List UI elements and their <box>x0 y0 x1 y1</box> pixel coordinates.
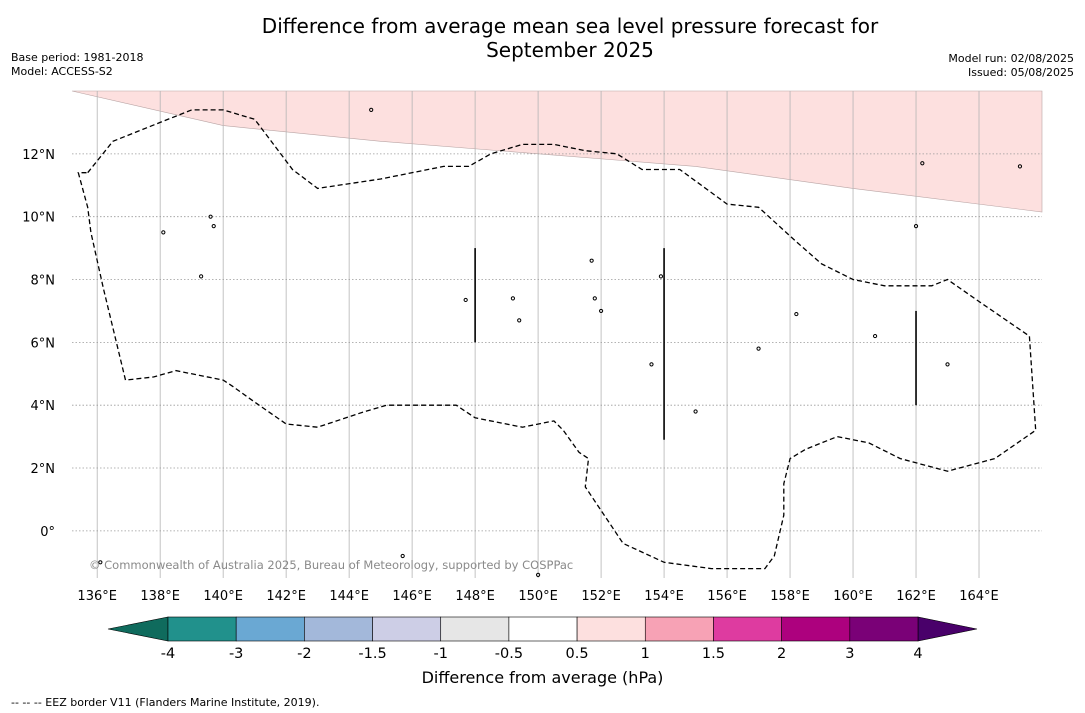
copyright-notice: © Commonwealth of Australia 2025, Bureau… <box>89 558 574 572</box>
lat-tick-label: 0° <box>40 525 55 540</box>
colorbar-tick-label: 0.5 <box>566 646 589 662</box>
island-outline <box>872 333 878 339</box>
lat-tick-label: 8°N <box>31 274 56 289</box>
lon-tick-label: 144°E <box>329 589 369 604</box>
base-period-text: Base period: 1981-2018 <box>11 51 144 64</box>
lon-tick-label: 136°E <box>77 589 117 604</box>
island-outline <box>794 311 799 317</box>
lon-tick-label: 156°E <box>707 589 747 604</box>
colorbar-swatch <box>235 616 305 642</box>
model-run-info: Model run: 02/08/2025 Issued: 05/08/2025 <box>948 52 1074 80</box>
lon-tick-label: 154°E <box>644 589 684 604</box>
colorbar-swatch <box>508 616 578 642</box>
lat-tick-label: 2°N <box>31 462 56 477</box>
title-line-2: September 2025 <box>486 38 654 62</box>
island-outline <box>1017 164 1023 169</box>
colorbar-swatch <box>644 616 714 642</box>
eez-footnote: -- -- -- EEZ border V11 (Flanders Marine… <box>11 696 320 709</box>
base-period-info: Base period: 1981-2018 Model: ACCESS-S2 <box>11 51 143 79</box>
colorbar-tick-label: 3 <box>845 646 854 662</box>
island-outline <box>920 161 925 166</box>
lon-tick-label: 138°E <box>140 589 180 604</box>
colorbar-tick-label: 1 <box>641 646 650 662</box>
colorbar-swatch <box>713 616 782 642</box>
colorbar-tick-label: -2 <box>297 646 311 662</box>
island-outline <box>592 296 597 301</box>
island-outline <box>208 214 213 219</box>
colorbar-swatch <box>304 616 373 642</box>
graticule <box>72 91 1042 578</box>
colorbar-tick-label: 2 <box>777 646 786 662</box>
lat-tick-label: 6°N <box>31 336 56 351</box>
island-outline <box>589 258 594 263</box>
colorbar-swatch <box>849 616 919 642</box>
colorbar-extend-low <box>107 616 169 642</box>
colorbar-swatch <box>440 616 510 642</box>
colorbar-swatch <box>576 616 646 642</box>
eez-border-layer <box>77 109 1037 570</box>
island-outline <box>199 274 204 279</box>
lat-tick-label: 4°N <box>31 399 56 414</box>
colorbar-swatch <box>372 616 442 642</box>
map-title: Difference from average mean sea level p… <box>170 14 970 62</box>
island-outline <box>913 224 919 229</box>
island-outline <box>536 572 541 577</box>
island-outline <box>400 553 405 559</box>
lon-tick-label: 160°E <box>833 589 873 604</box>
lon-tick-label: 140°E <box>203 589 243 604</box>
axis-labels: 136°E 138°E 140°E 142°E 144°E 146°E 148°E 150°E… <box>22 148 999 604</box>
colorbar: -4 -3 -2 -1.5 -1 -0.5 0.5 1 1.5 2 3 4 <box>107 616 978 662</box>
island-outline <box>598 308 604 314</box>
model-run-text: Model run: 02/08/2025 <box>948 52 1074 65</box>
eez-border-line <box>77 109 1037 570</box>
colorbar-extend-high <box>917 616 978 642</box>
lon-tick-label: 150°E <box>518 589 558 604</box>
island-outline <box>510 296 516 301</box>
lon-tick-label: 162°E <box>896 589 936 604</box>
anomaly-region-layer <box>71 90 1043 213</box>
colorbar-tick-label: -1.5 <box>358 646 386 662</box>
island-outline <box>369 107 374 112</box>
island-outline <box>463 297 468 303</box>
colorbar-title: Difference from average (hPa) <box>421 668 664 687</box>
anomaly-region-0.5-to-1 <box>71 90 1043 213</box>
colorbar-tick-label: -1 <box>433 646 447 662</box>
colorbar-tick-label: 1.5 <box>702 646 725 662</box>
island-outline <box>693 409 698 414</box>
lon-tick-label: 164°E <box>959 589 999 604</box>
title-line-1: Difference from average mean sea level p… <box>261 14 879 38</box>
island-outline <box>756 346 761 351</box>
island-outline <box>649 362 654 367</box>
island-outline <box>945 362 950 367</box>
island-outline <box>211 224 216 229</box>
issued-text: Issued: 05/08/2025 <box>967 66 1074 79</box>
island-outline <box>98 560 103 565</box>
islands-layer <box>98 107 1023 577</box>
colorbar-tick-label: -4 <box>161 646 175 662</box>
colorbar-tick-label: -0.5 <box>495 646 523 662</box>
island-outline <box>517 318 522 323</box>
lat-tick-label: 10°N <box>22 211 55 226</box>
lon-tick-label: 148°E <box>455 589 495 604</box>
model-text: Model: ACCESS-S2 <box>11 65 113 78</box>
lon-tick-label: 158°E <box>770 589 810 604</box>
lon-tick-label: 146°E <box>392 589 432 604</box>
lon-tick-label: 142°E <box>266 589 306 604</box>
colorbar-swatch <box>781 616 851 642</box>
island-outline <box>161 230 166 235</box>
lon-tick-label: 152°E <box>581 589 621 604</box>
island-outline <box>658 274 664 279</box>
colorbar-tick-label: 4 <box>913 646 922 662</box>
colorbar-swatch <box>167 616 237 642</box>
colorbar-tick-label: -3 <box>229 646 243 662</box>
lat-tick-label: 12°N <box>22 148 55 163</box>
